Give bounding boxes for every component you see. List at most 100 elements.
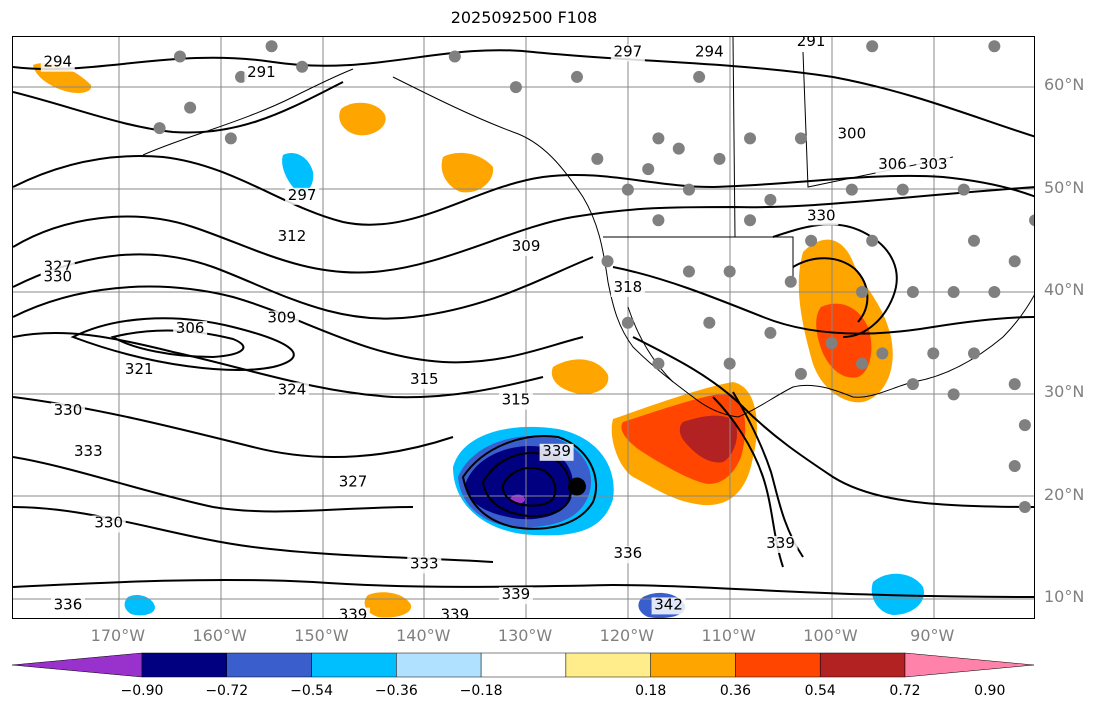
contour-label-background (834, 126, 869, 144)
contour-label-background (244, 64, 279, 82)
station-marker (896, 183, 909, 196)
station-marker (1008, 378, 1021, 391)
station-marker (723, 265, 736, 278)
contour-label: 306 (878, 155, 907, 173)
contour-label-background (804, 208, 839, 226)
longitude-label: 100°W (803, 626, 858, 645)
station-marker (1029, 214, 1034, 227)
station-marker (682, 183, 695, 196)
station-marker (784, 275, 797, 288)
station-marker (906, 378, 919, 391)
contour-label-background (122, 361, 157, 379)
station-marker (509, 81, 522, 94)
station-marker (1008, 255, 1021, 268)
contour-label-background (651, 597, 686, 615)
station-marker (957, 183, 970, 196)
height-contours (13, 49, 1034, 598)
cyclone-center-marker (567, 477, 586, 496)
latitude-label: 20°N (1044, 484, 1085, 504)
contour-label: 336 (54, 595, 83, 613)
contour-label-background (498, 587, 533, 605)
map-title: 2025092500 F108 (450, 8, 598, 27)
colorbar-segment (396, 652, 482, 678)
station-marker (621, 316, 634, 329)
colorbar-tick-label: −0.54 (290, 683, 333, 699)
station-marker (876, 347, 889, 360)
contour-label: 297 (288, 186, 317, 204)
station-markers (153, 40, 1034, 514)
station-marker (744, 214, 757, 227)
station-marker (642, 163, 655, 176)
contour-label-background (610, 546, 645, 564)
station-marker (856, 357, 869, 370)
shade-orange-south (364, 592, 412, 618)
contour-label: 339 (542, 442, 571, 460)
colorbar-tick-label: −0.18 (459, 683, 503, 699)
latitude-label: 60°N (1044, 75, 1085, 95)
station-marker (1018, 419, 1031, 432)
contour-label-background (794, 37, 829, 52)
contour-label: 333 (74, 442, 103, 460)
latitude-label: 10°N (1044, 587, 1085, 607)
colorbar-segment (735, 652, 821, 678)
station-marker (265, 40, 278, 53)
contour-label-background (916, 157, 951, 175)
station-marker (173, 50, 186, 63)
contour-label: 330 (807, 206, 836, 224)
colorbar-segment (311, 652, 397, 678)
contour-label-background (875, 157, 910, 175)
map-canvas: 294 291 297 294 291 288 297 312 300 306 303 309 330 3… (13, 37, 1034, 618)
contour-label-background (71, 443, 106, 461)
station-marker (601, 255, 614, 268)
longitude-label: 110°W (701, 626, 756, 645)
colorbar-tick-label: 0.36 (719, 683, 752, 699)
station-marker (703, 316, 716, 329)
colorbar (12, 652, 1035, 678)
contour-label: 315 (502, 391, 531, 409)
contour-label-background (40, 54, 75, 72)
latitude-label: 50°N (1044, 177, 1085, 197)
station-marker (947, 388, 960, 401)
contour-label: 342 (654, 595, 683, 613)
contour-label: 330 (43, 268, 72, 286)
contour-label: 333 (410, 554, 439, 572)
longitude-label: 160°W (192, 626, 247, 645)
latitude-label: 30°N (1044, 382, 1085, 402)
station-marker (693, 70, 706, 83)
colorbar-segment (226, 652, 312, 678)
colorbar-tick-label: 0.18 (635, 683, 667, 699)
contour-label-background (610, 279, 645, 297)
contour-label: 339 (502, 585, 531, 603)
colorbar-segment (141, 652, 228, 678)
contour-label: 288 (888, 37, 917, 40)
contour-label: 312 (278, 227, 307, 245)
contour-label-background (610, 44, 645, 62)
station-marker (184, 101, 197, 114)
contour-label-background (336, 474, 371, 492)
colorbar-tick-label: −0.72 (205, 683, 249, 699)
shade-blue-south-3 (124, 595, 155, 616)
colorbar-tick-label: −0.36 (374, 683, 418, 699)
contour-label-background (91, 515, 126, 533)
contour-label: 330 (94, 513, 123, 531)
station-marker (856, 285, 869, 298)
contour-label: 291 (797, 37, 826, 50)
contour-label-background (509, 239, 544, 257)
latitude-label: 40°N (1044, 279, 1085, 299)
station-marker (448, 50, 461, 63)
longitude-label: 170°W (90, 626, 146, 645)
station-marker (296, 60, 309, 73)
contour-label: 306 (176, 319, 205, 337)
station-marker (988, 40, 1001, 53)
station-marker (224, 132, 237, 145)
station-marker (845, 183, 858, 196)
station-marker (825, 337, 838, 350)
station-marker (906, 285, 919, 298)
colorbar-segment (480, 652, 567, 678)
station-marker (805, 234, 818, 247)
station-marker (927, 347, 940, 360)
map-panel: 294 291 297 294 291 288 297 312 300 306 303 309 330 3… (12, 36, 1035, 619)
station-marker (153, 122, 166, 135)
station-marker (794, 132, 807, 145)
station-marker (1008, 460, 1021, 473)
